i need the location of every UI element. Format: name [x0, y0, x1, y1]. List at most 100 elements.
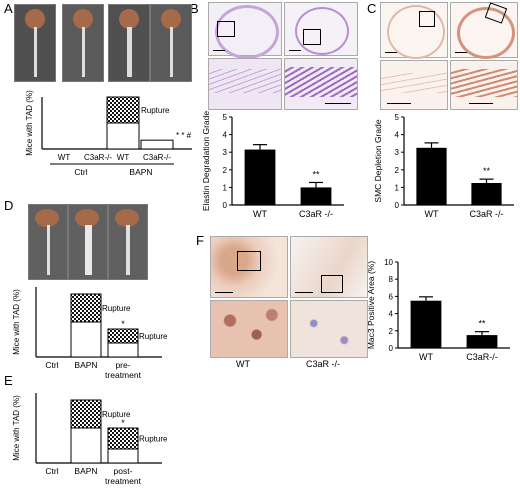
- chart-e-x-tick-label: BAPN: [74, 466, 97, 476]
- chart-d-x-tick-label: Ctrl: [45, 360, 58, 370]
- chart-b-y-tick-label: 2: [223, 166, 228, 175]
- chart-e-rupture-label: Rupture: [102, 410, 131, 419]
- panel-label-a: A: [4, 1, 13, 16]
- chart-d-significance: *: [121, 319, 125, 329]
- chart-a-rupture-bar: [106, 96, 140, 124]
- chart-a-rupture-label: Rupture: [141, 106, 170, 115]
- panel-label-e: E: [4, 373, 13, 388]
- chart-d-bar: [70, 321, 102, 358]
- aorta-photo-a4: [150, 4, 192, 82]
- chart-d-y-axis-label: Mice with TAD (%): [12, 289, 21, 355]
- chart-a-x-tick-label: C3aR-/-: [84, 153, 112, 162]
- chart-b-y-tick-label: 4: [223, 131, 228, 140]
- histology-c-ko-overview: [450, 2, 518, 59]
- chart-b-y-tick-label: 1: [223, 183, 228, 192]
- chart-e-rupture-label: Rupture: [139, 435, 168, 444]
- chart-f-y-tick-label: 0: [389, 344, 394, 353]
- chart-e-x-tick-label: Ctrl: [45, 466, 58, 476]
- chart-a-y-axis-label: Mice with TAD (%): [25, 90, 34, 156]
- chart-a-bar: [140, 139, 174, 150]
- histology-f-wt-label: WT: [236, 359, 250, 369]
- panel-label-f: F: [196, 233, 204, 248]
- panel-label-d: D: [4, 198, 14, 213]
- chart-c-x-tick-label: WT: [425, 209, 439, 219]
- chart-b-significance: **: [312, 169, 320, 179]
- histology-b-ko-zoom: [284, 58, 358, 110]
- chart-e-bar: [107, 448, 139, 464]
- chart-a-group-label: Ctrl: [74, 167, 87, 177]
- chart-b-x-tick-label: C3aR -/-: [299, 209, 333, 219]
- chart-c-y-axis-label: SMC Depletion Grade: [373, 119, 383, 202]
- chart-c-y-tick-label: 3: [395, 148, 400, 157]
- chart-e-rupture-bar: [70, 399, 102, 429]
- histology-f-ko-overview: [290, 236, 368, 298]
- aorta-photo-d2: [68, 204, 108, 280]
- chart-b-bar: [300, 187, 332, 205]
- chart-d-rupture-bar: [70, 293, 102, 323]
- chart-e-y-axis-label: Mice with TAD (%): [12, 395, 21, 461]
- chart-f-x-tick-label: WT: [419, 352, 433, 362]
- chart-c-y-tick-label: 0: [395, 201, 400, 210]
- histology-f-wt-zoom: [210, 300, 288, 358]
- chart-c-y-tick-label: 2: [395, 166, 400, 175]
- chart-b-y-axis-label: Elastin Degradation Grade: [201, 111, 211, 211]
- chart-a-significance: * * #: [176, 131, 192, 140]
- chart-d-x-tick-label: treatment: [105, 370, 142, 380]
- chart-a-x-tick-label: WT: [58, 153, 71, 162]
- chart-e-bar: [70, 427, 102, 464]
- chart-c-y-tick-label: 1: [395, 183, 400, 192]
- chart-d-x-tick-label: pre-: [115, 360, 130, 370]
- histology-b-wt-overview: [208, 2, 282, 59]
- aorta-photo-a1: [14, 4, 56, 82]
- chart-b-bar: [244, 149, 276, 205]
- chart-a-group-label: BAPN: [129, 167, 152, 177]
- histology-c-wt-overview: [380, 2, 448, 59]
- chart-d-rupture-label: Rupture: [139, 332, 168, 341]
- chart-c-y-tick-label: 5: [395, 113, 400, 122]
- chart-a-bar: [106, 122, 140, 150]
- aorta-photo-d1: [28, 204, 68, 280]
- chart-f-y-tick-label: 6: [389, 292, 394, 301]
- histology-b-ko-overview: [284, 2, 358, 56]
- chart-e-rupture-bar: [107, 427, 139, 450]
- chart-a-x-tick-label: WT: [117, 153, 130, 162]
- chart-d-x-tick-label: BAPN: [74, 360, 97, 370]
- chart-f-significance: **: [478, 319, 486, 329]
- chart-d-rupture-label: Rupture: [102, 304, 131, 313]
- histology-b-wt-zoom: [208, 58, 282, 110]
- chart-a-x-tick-label: C3aR-/-: [143, 153, 171, 162]
- chart-f-y-tick-label: 8: [389, 275, 394, 284]
- chart-e-x-tick-label: treatment: [105, 476, 142, 486]
- chart-c-bar: [416, 147, 447, 205]
- chart-c-y-tick-label: 4: [395, 131, 400, 140]
- aorta-photo-a2: [62, 4, 104, 82]
- chart-c-x-tick-label: C3aR -/-: [469, 209, 503, 219]
- panel-label-c: C: [367, 1, 377, 16]
- histology-c-wt-zoom: [380, 60, 448, 110]
- chart-b-y-tick-label: 5: [223, 113, 228, 122]
- aorta-photo-a3: [108, 4, 150, 82]
- histology-c-ko-zoom: [450, 60, 518, 110]
- chart-d-bar: [107, 342, 139, 358]
- chart-f-y-axis-label: Mac3 Positive Area (%): [366, 261, 376, 350]
- chart-f-x-tick-label: C3aR-/-: [466, 352, 498, 362]
- chart-d-rupture-bar: [107, 328, 139, 344]
- chart-c-significance: **: [483, 166, 491, 176]
- chart-e-significance: *: [121, 418, 125, 428]
- chart-b-x-tick-label: WT: [253, 209, 267, 219]
- chart-f-bar: [466, 335, 498, 348]
- panel-label-b: B: [190, 1, 199, 16]
- chart-c-bar: [471, 183, 502, 205]
- chart-f-bar: [410, 300, 442, 348]
- chart-b-y-tick-label: 0: [223, 201, 228, 210]
- chart-e-x-tick-label: post-: [114, 466, 133, 476]
- chart-f-y-tick-label: 4: [389, 310, 394, 319]
- histology-f-ko-zoom: [290, 300, 368, 358]
- chart-f-y-tick-label: 10: [384, 258, 393, 267]
- aorta-photo-d3: [108, 204, 148, 280]
- chart-b-y-tick-label: 3: [223, 148, 228, 157]
- histology-f-ko-label: C3aR -/-: [306, 359, 341, 369]
- chart-f-y-tick-label: 2: [389, 327, 394, 336]
- histology-f-wt-overview: [210, 236, 288, 298]
